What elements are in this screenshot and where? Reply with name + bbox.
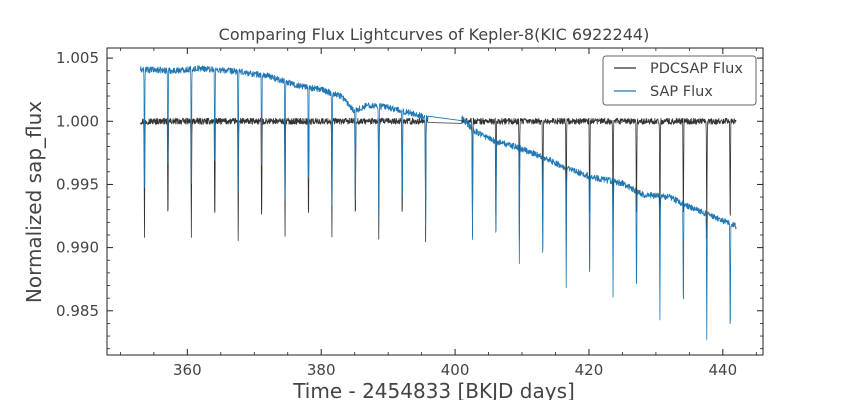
x-tick-label: 400 [441,361,470,379]
series-layer [140,65,737,341]
chart-title: Comparing Flux Lightcurves of Kepler-8(K… [219,25,650,44]
plot-frame [106,47,764,356]
series-line-sap [140,65,737,341]
legend-label-pdcsap: PDCSAP Flux [650,61,743,77]
chart-legend: PDCSAP Flux SAP Flux [602,55,757,106]
y-axis-label: Normalized sap_flux [22,101,46,303]
legend-label-sap: SAP Flux [650,84,713,100]
x-axis-label: Time - 2454833 [BKJD days] [292,379,575,400]
x-tick-label: 380 [307,361,336,379]
x-tick-label: 440 [709,361,738,379]
y-tick-label: 1.000 [56,112,99,130]
x-tick-label: 360 [173,361,202,379]
legend-box [602,55,757,106]
y-tick-label: 0.990 [56,239,99,257]
y-tick-label: 1.005 [56,49,99,67]
x-axis-ticks: 360 380 400 420 440 [119,48,757,379]
series-line-pdcsap [140,117,737,243]
x-tick-label: 420 [575,361,604,379]
y-tick-label: 0.995 [56,175,99,193]
y-tick-label: 0.985 [56,302,99,320]
y-axis-ticks: 0.985 0.990 0.995 1.000 1.005 [56,49,763,350]
